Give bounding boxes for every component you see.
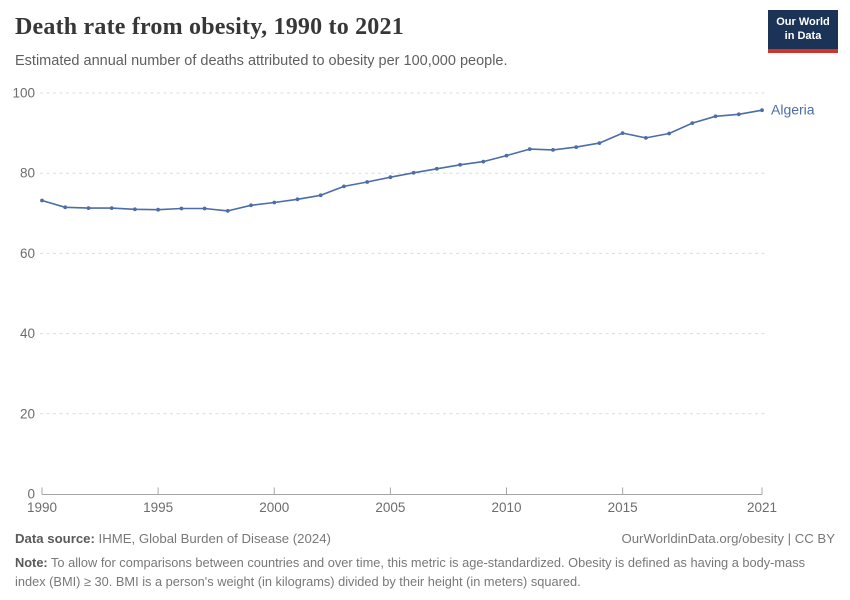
footer-source-row: Data source: IHME, Global Burden of Dise… <box>15 531 835 546</box>
data-point[interactable] <box>179 206 184 211</box>
x-tick-label: 1990 <box>27 500 57 515</box>
data-point[interactable] <box>760 108 764 113</box>
data-point[interactable] <box>156 207 161 212</box>
data-point[interactable] <box>527 147 532 152</box>
y-tick-label: 20 <box>20 406 35 421</box>
x-tick-label: 1995 <box>143 500 173 515</box>
y-tick-label: 100 <box>12 86 35 101</box>
data-point[interactable] <box>365 180 370 184</box>
note-value: To allow for comparisons between countri… <box>15 555 805 590</box>
data-point[interactable] <box>249 203 253 208</box>
y-tick-label: 0 <box>27 487 35 502</box>
footer-note: Note: To allow for comparisons between c… <box>15 553 815 591</box>
data-point[interactable] <box>272 200 277 205</box>
data-point[interactable] <box>225 209 230 213</box>
data-point[interactable] <box>40 198 44 203</box>
data-point[interactable] <box>620 131 625 136</box>
data-point[interactable] <box>109 206 114 211</box>
data-point[interactable] <box>458 162 462 167</box>
data-point[interactable] <box>551 148 555 152</box>
trend-line[interactable] <box>41 109 763 212</box>
chart-subtitle: Estimated annual number of deaths attrib… <box>15 53 508 69</box>
x-tick-label: 2010 <box>491 500 521 515</box>
data-point[interactable] <box>202 206 207 211</box>
data-source-value: IHME, Global Burden of Disease (2024) <box>94 531 331 546</box>
owid-logo-line1: Our World <box>776 15 830 28</box>
data-point[interactable] <box>690 121 695 125</box>
chart-title: Death rate from obesity, 1990 to 2021 <box>15 14 404 40</box>
y-tick-label: 80 <box>20 166 35 181</box>
x-tick-label: 2005 <box>375 500 405 515</box>
x-tick-label: 2000 <box>259 500 289 515</box>
data-point[interactable] <box>597 141 602 146</box>
data-point[interactable] <box>434 166 439 171</box>
data-point[interactable] <box>411 170 416 175</box>
data-point[interactable] <box>481 159 486 164</box>
data-point[interactable] <box>133 207 137 212</box>
data-point[interactable] <box>63 205 68 210</box>
data-point[interactable] <box>736 112 741 117</box>
data-point[interactable] <box>644 136 648 140</box>
data-point[interactable] <box>667 131 671 136</box>
x-tick-label: 2021 <box>747 500 777 515</box>
data-point[interactable] <box>574 145 579 150</box>
data-point[interactable] <box>295 197 300 202</box>
data-point[interactable] <box>713 114 718 119</box>
data-source-label: Data source: <box>15 531 95 546</box>
owid-logo-line2: in Data <box>784 29 822 42</box>
y-tick-label: 40 <box>20 326 35 341</box>
data-source-text: Data source: IHME, Global Burden of Dise… <box>15 531 331 546</box>
entity-label[interactable]: Algeria <box>771 102 815 118</box>
owid-logo[interactable]: Our World in Data <box>768 10 838 53</box>
attribution-link[interactable]: OurWorldinData.org/obesity | CC BY <box>621 531 835 546</box>
note-label: Note: <box>15 555 48 570</box>
data-point[interactable] <box>342 184 346 189</box>
data-point[interactable] <box>504 153 509 158</box>
y-tick-label: 60 <box>20 246 35 261</box>
data-point[interactable] <box>86 206 91 211</box>
x-tick-label: 2015 <box>608 500 638 515</box>
data-point[interactable] <box>388 175 393 180</box>
data-point[interactable] <box>318 193 323 198</box>
